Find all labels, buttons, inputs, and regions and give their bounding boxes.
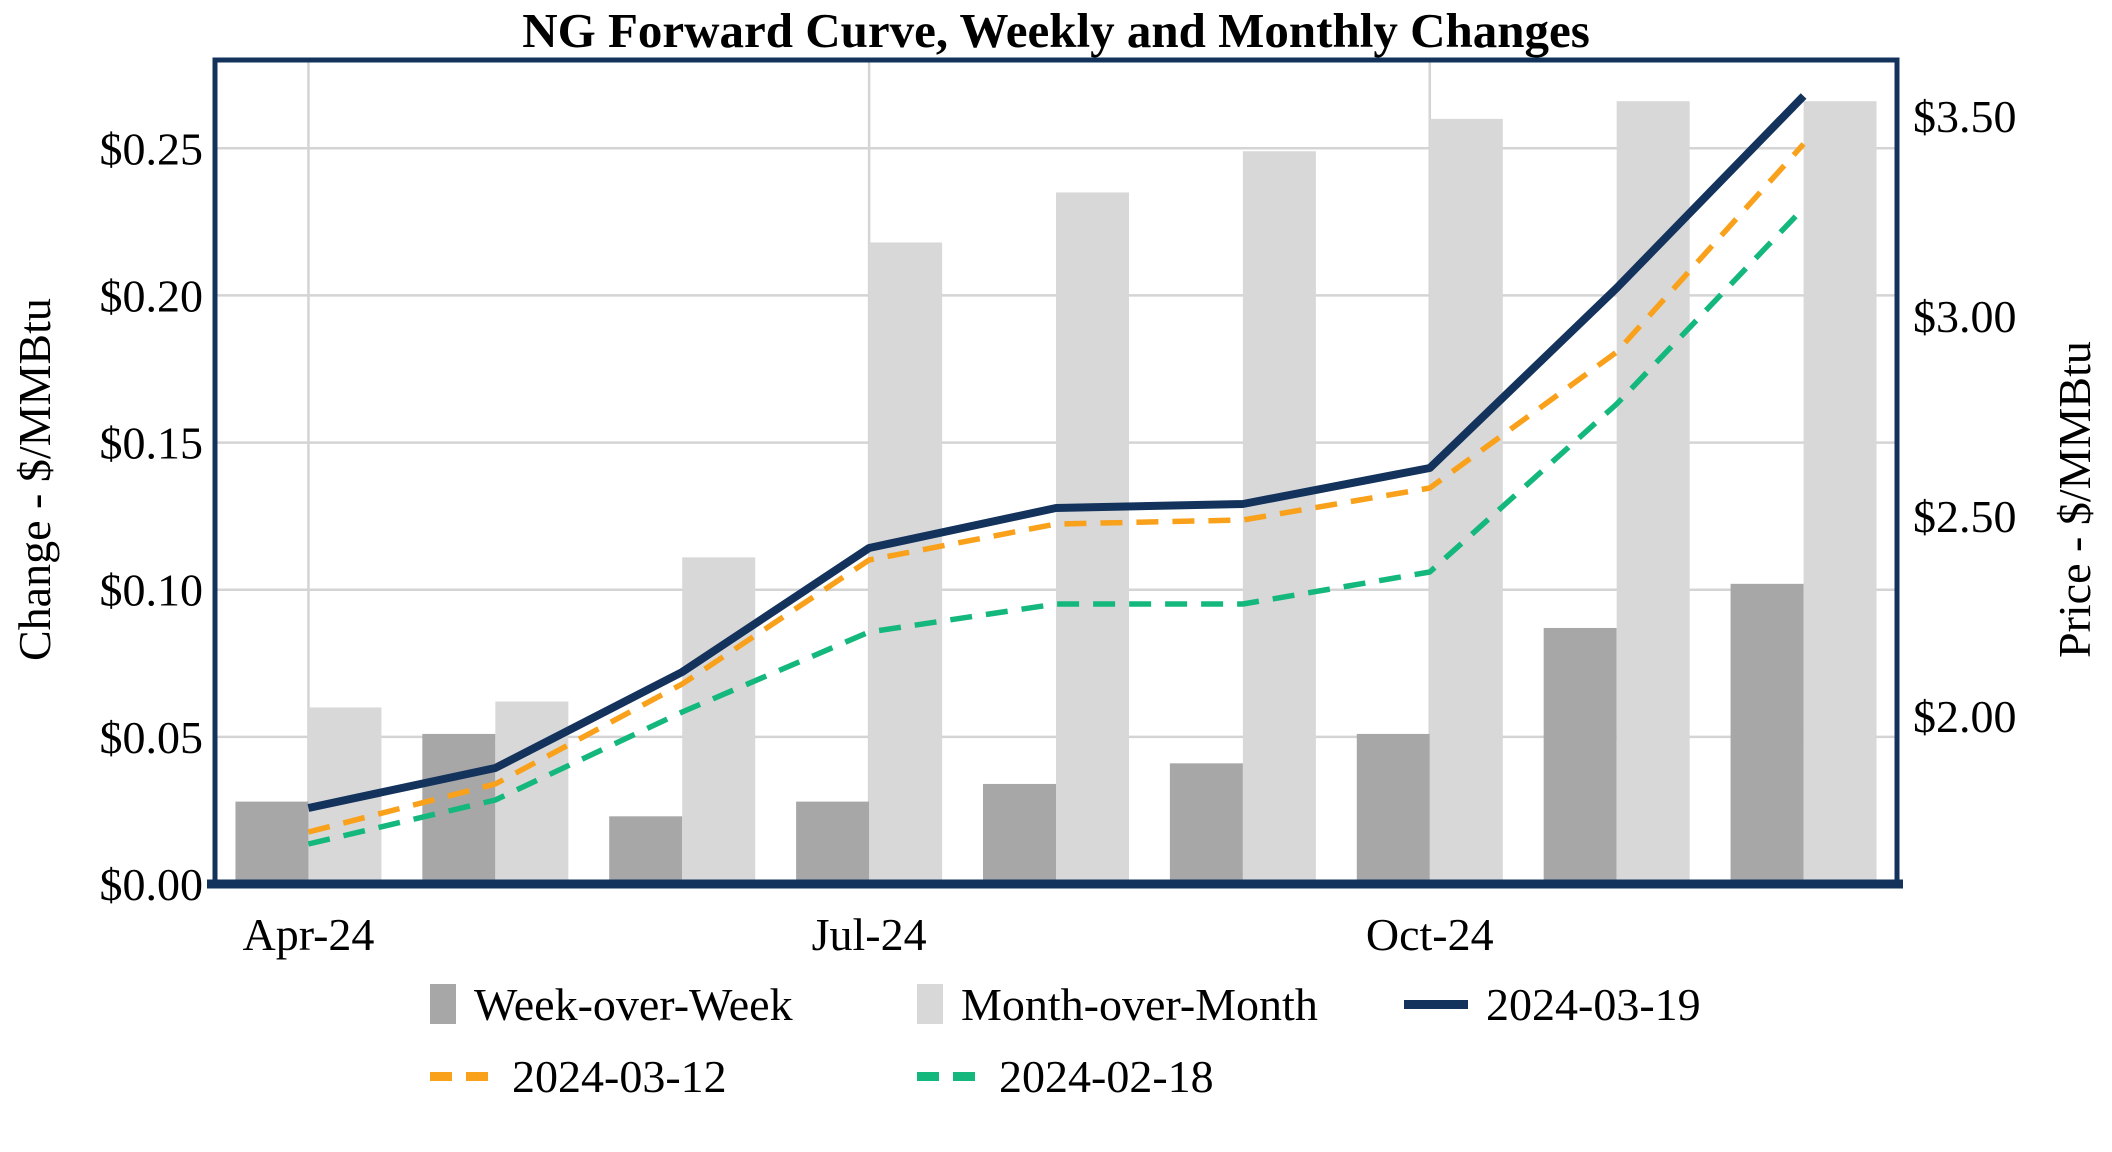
left-tick-label: $0.20 — [100, 270, 204, 321]
price-line-2024-03-19 — [307, 93, 1807, 812]
legend-item: 2024-03-12 — [430, 1050, 917, 1103]
mom-bar — [682, 557, 756, 884]
legend-item: 2024-02-18 — [917, 1050, 1404, 1103]
mom-bar — [1429, 118, 1503, 885]
wow-bar — [609, 816, 683, 884]
wow-bar — [1730, 583, 1804, 884]
mom-bar — [1056, 192, 1129, 884]
left-tick-label: $0.15 — [100, 418, 204, 469]
chart-title: NG Forward Curve, Weekly and Monthly Cha… — [522, 3, 1590, 58]
legend-label: Month-over-Month — [961, 978, 1318, 1030]
price-line-2024-02-18 — [307, 206, 1806, 847]
x-tick-label: Apr-24 — [242, 909, 374, 960]
right-tick-label: $3.00 — [1913, 291, 2017, 342]
left-tick-label: $0.00 — [100, 859, 204, 910]
legend-label: 2024-03-12 — [512, 1050, 727, 1102]
left-axis-label: Change - $/MMBtu — [9, 298, 60, 662]
legend-item: Month-over-Month — [917, 978, 1404, 1031]
left-tick-label: $0.10 — [100, 565, 204, 616]
left-tick-label: $0.25 — [100, 123, 204, 174]
legend-swatch-dash-icon — [430, 1071, 494, 1081]
mom-bar — [869, 242, 943, 884]
right-tick-label: $2.00 — [1913, 691, 2017, 742]
mom-bar — [1616, 101, 1690, 884]
right-tick-label: $3.50 — [1913, 91, 2017, 142]
x-tick-label: Jul-24 — [812, 909, 927, 960]
wow-bar — [1169, 763, 1243, 884]
legend-label: 2024-03-19 — [1486, 978, 1701, 1030]
wow-bar — [1356, 733, 1430, 884]
legend-swatch-bar-icon — [430, 984, 456, 1024]
legend: Week-over-Week Month-over-Month 2024-03-19… — [430, 968, 1964, 1112]
wow-bar — [796, 801, 870, 884]
wow-bar — [983, 783, 1056, 884]
legend-label: Week-over-Week — [474, 978, 793, 1030]
mom-bar — [495, 701, 569, 884]
right-axis-label: Price - $/MMBtu — [2049, 341, 2100, 659]
right-tick-label: $2.50 — [1913, 491, 2017, 542]
legend-swatch-line-icon — [1404, 999, 1468, 1009]
legend-item: Week-over-Week — [430, 978, 917, 1031]
wow-bar — [235, 801, 309, 884]
left-tick-label: $0.05 — [100, 712, 204, 763]
legend-label: 2024-02-18 — [999, 1050, 1214, 1102]
legend-item: 2024-03-19 — [1404, 978, 1964, 1031]
x-tick-label: Oct-24 — [1366, 909, 1494, 960]
legend-swatch-dash-icon — [917, 1071, 981, 1081]
price-line-2024-03-12 — [307, 142, 1806, 835]
mom-bar — [1803, 101, 1877, 884]
wow-bar — [1543, 627, 1617, 884]
legend-swatch-bar-icon — [917, 984, 943, 1024]
